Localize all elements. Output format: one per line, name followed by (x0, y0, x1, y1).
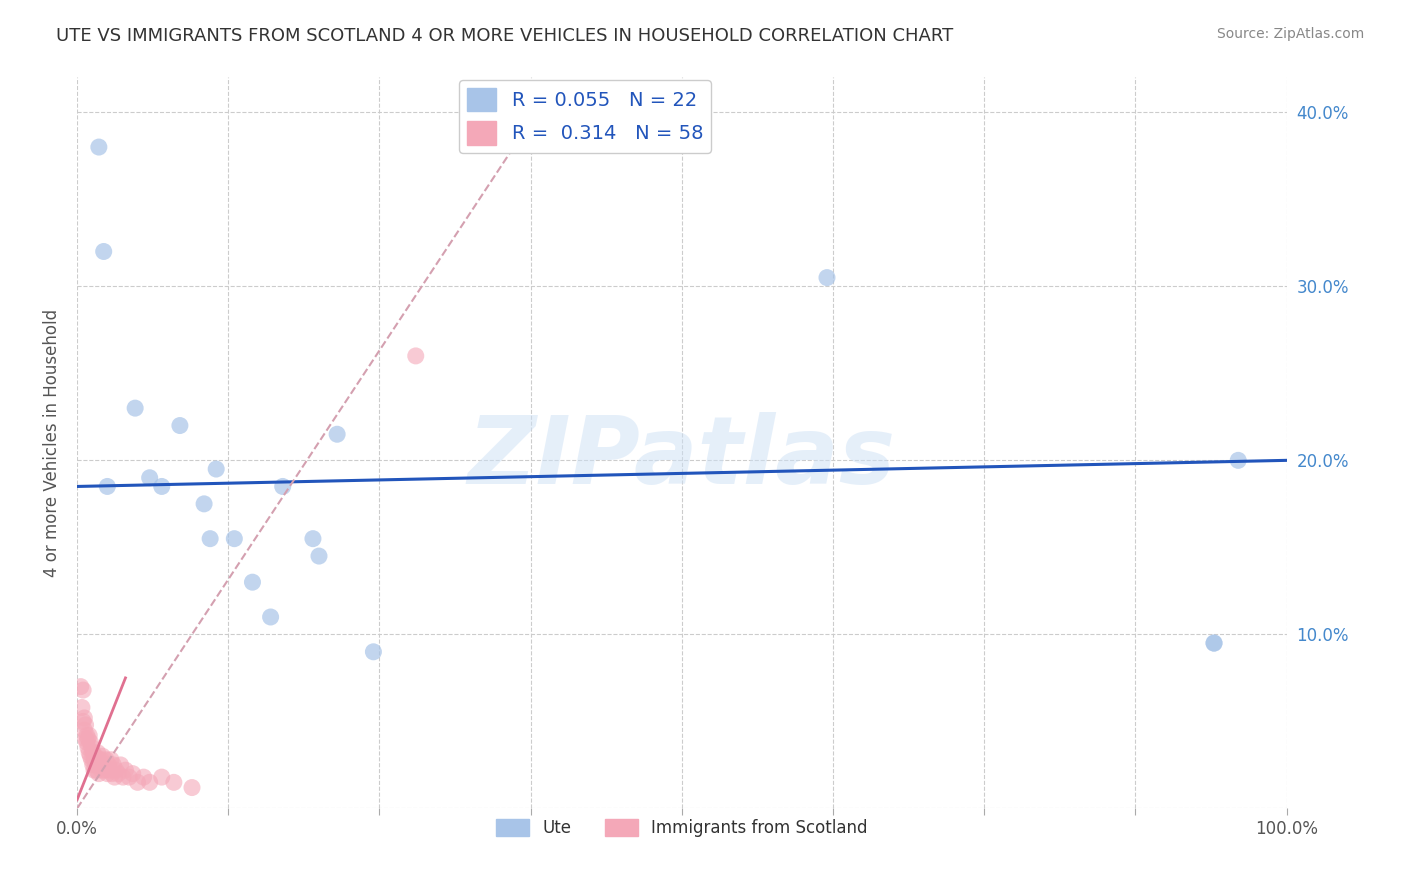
Point (69, 680, 91, 694)
Point (96, 766, 118, 780)
Point (98, 763, 121, 777)
Point (107, 766, 129, 780)
Point (83, 763, 105, 777)
Y-axis label: 4 or more Vehicles in Household: 4 or more Vehicles in Household (44, 309, 60, 577)
Text: Source: ZipAtlas.com: Source: ZipAtlas.com (1216, 27, 1364, 41)
Point (83, 753, 105, 767)
Point (326, 427, 349, 442)
Point (77, 728, 100, 742)
Point (77, 746, 100, 760)
Point (84, 749, 107, 764)
Point (91, 749, 114, 764)
Point (363, 645, 385, 659)
Point (138, 775, 160, 789)
Point (193, 497, 215, 511)
Point (104, 763, 127, 777)
Point (93, 244, 115, 259)
Point (1227, 453, 1250, 467)
Text: ZIPatlas: ZIPatlas (468, 411, 896, 504)
Point (72, 683, 94, 698)
Point (96, 479, 118, 493)
Point (82, 746, 104, 760)
Point (127, 775, 149, 789)
Point (114, 763, 136, 777)
Point (87, 140, 110, 154)
Point (103, 758, 125, 772)
Point (86, 753, 108, 767)
Point (97, 758, 120, 772)
Point (259, 610, 281, 624)
Point (815, 270, 838, 285)
Point (271, 479, 294, 493)
Point (198, 532, 221, 546)
Point (103, 770, 125, 784)
Point (70, 700, 93, 714)
Point (242, 575, 264, 590)
Point (86, 758, 108, 772)
Point (73, 723, 96, 738)
Point (79, 735, 101, 749)
Point (80, 740, 103, 755)
Point (86, 746, 108, 760)
Point (163, 775, 186, 789)
Point (86, 763, 108, 777)
Point (84, 758, 107, 772)
Point (75, 718, 97, 732)
Point (132, 770, 155, 784)
Point (72, 714, 94, 729)
Point (94, 753, 117, 767)
Point (79, 749, 101, 764)
Point (112, 770, 135, 784)
Point (89, 758, 111, 772)
Point (1202, 636, 1225, 650)
Point (118, 770, 141, 784)
Point (82, 758, 104, 772)
Point (87, 766, 110, 780)
Point (224, 532, 246, 546)
Point (302, 532, 325, 546)
Point (75, 731, 97, 746)
Text: UTE VS IMMIGRANTS FROM SCOTLAND 4 OR MORE VEHICLES IN HOUSEHOLD CORRELATION CHAR: UTE VS IMMIGRANTS FROM SCOTLAND 4 OR MOR… (56, 27, 953, 45)
Point (205, 462, 228, 476)
Point (76, 728, 98, 742)
Point (124, 401, 146, 416)
Point (110, 758, 132, 772)
Point (181, 780, 204, 795)
Point (93, 758, 115, 772)
Point (405, 349, 427, 363)
Point (100, 753, 122, 767)
Point (150, 770, 173, 784)
Point (121, 766, 143, 780)
Point (169, 418, 191, 433)
Point (94, 763, 117, 777)
Point (80, 753, 103, 767)
Point (138, 471, 160, 485)
Point (77, 740, 100, 755)
Legend: Ute, Immigrants from Scotland: Ute, Immigrants from Scotland (489, 813, 875, 844)
Point (87, 753, 110, 767)
Point (90, 753, 112, 767)
Point (308, 549, 330, 563)
Point (73, 711, 96, 725)
Point (76, 735, 98, 749)
Point (77, 731, 100, 746)
Point (90, 763, 112, 777)
Point (150, 479, 173, 493)
Point (1202, 636, 1225, 650)
Point (101, 766, 124, 780)
